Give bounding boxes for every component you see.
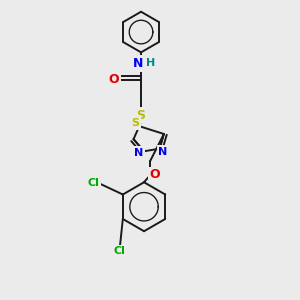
Text: N: N xyxy=(134,148,143,158)
Text: H: H xyxy=(146,58,155,68)
Text: S: S xyxy=(136,109,146,122)
Text: Cl: Cl xyxy=(87,178,99,188)
Text: N: N xyxy=(133,57,143,70)
Text: O: O xyxy=(109,73,119,86)
Text: N: N xyxy=(158,147,168,157)
Text: O: O xyxy=(149,168,160,181)
Text: Cl: Cl xyxy=(114,246,126,256)
Text: S: S xyxy=(132,118,140,128)
